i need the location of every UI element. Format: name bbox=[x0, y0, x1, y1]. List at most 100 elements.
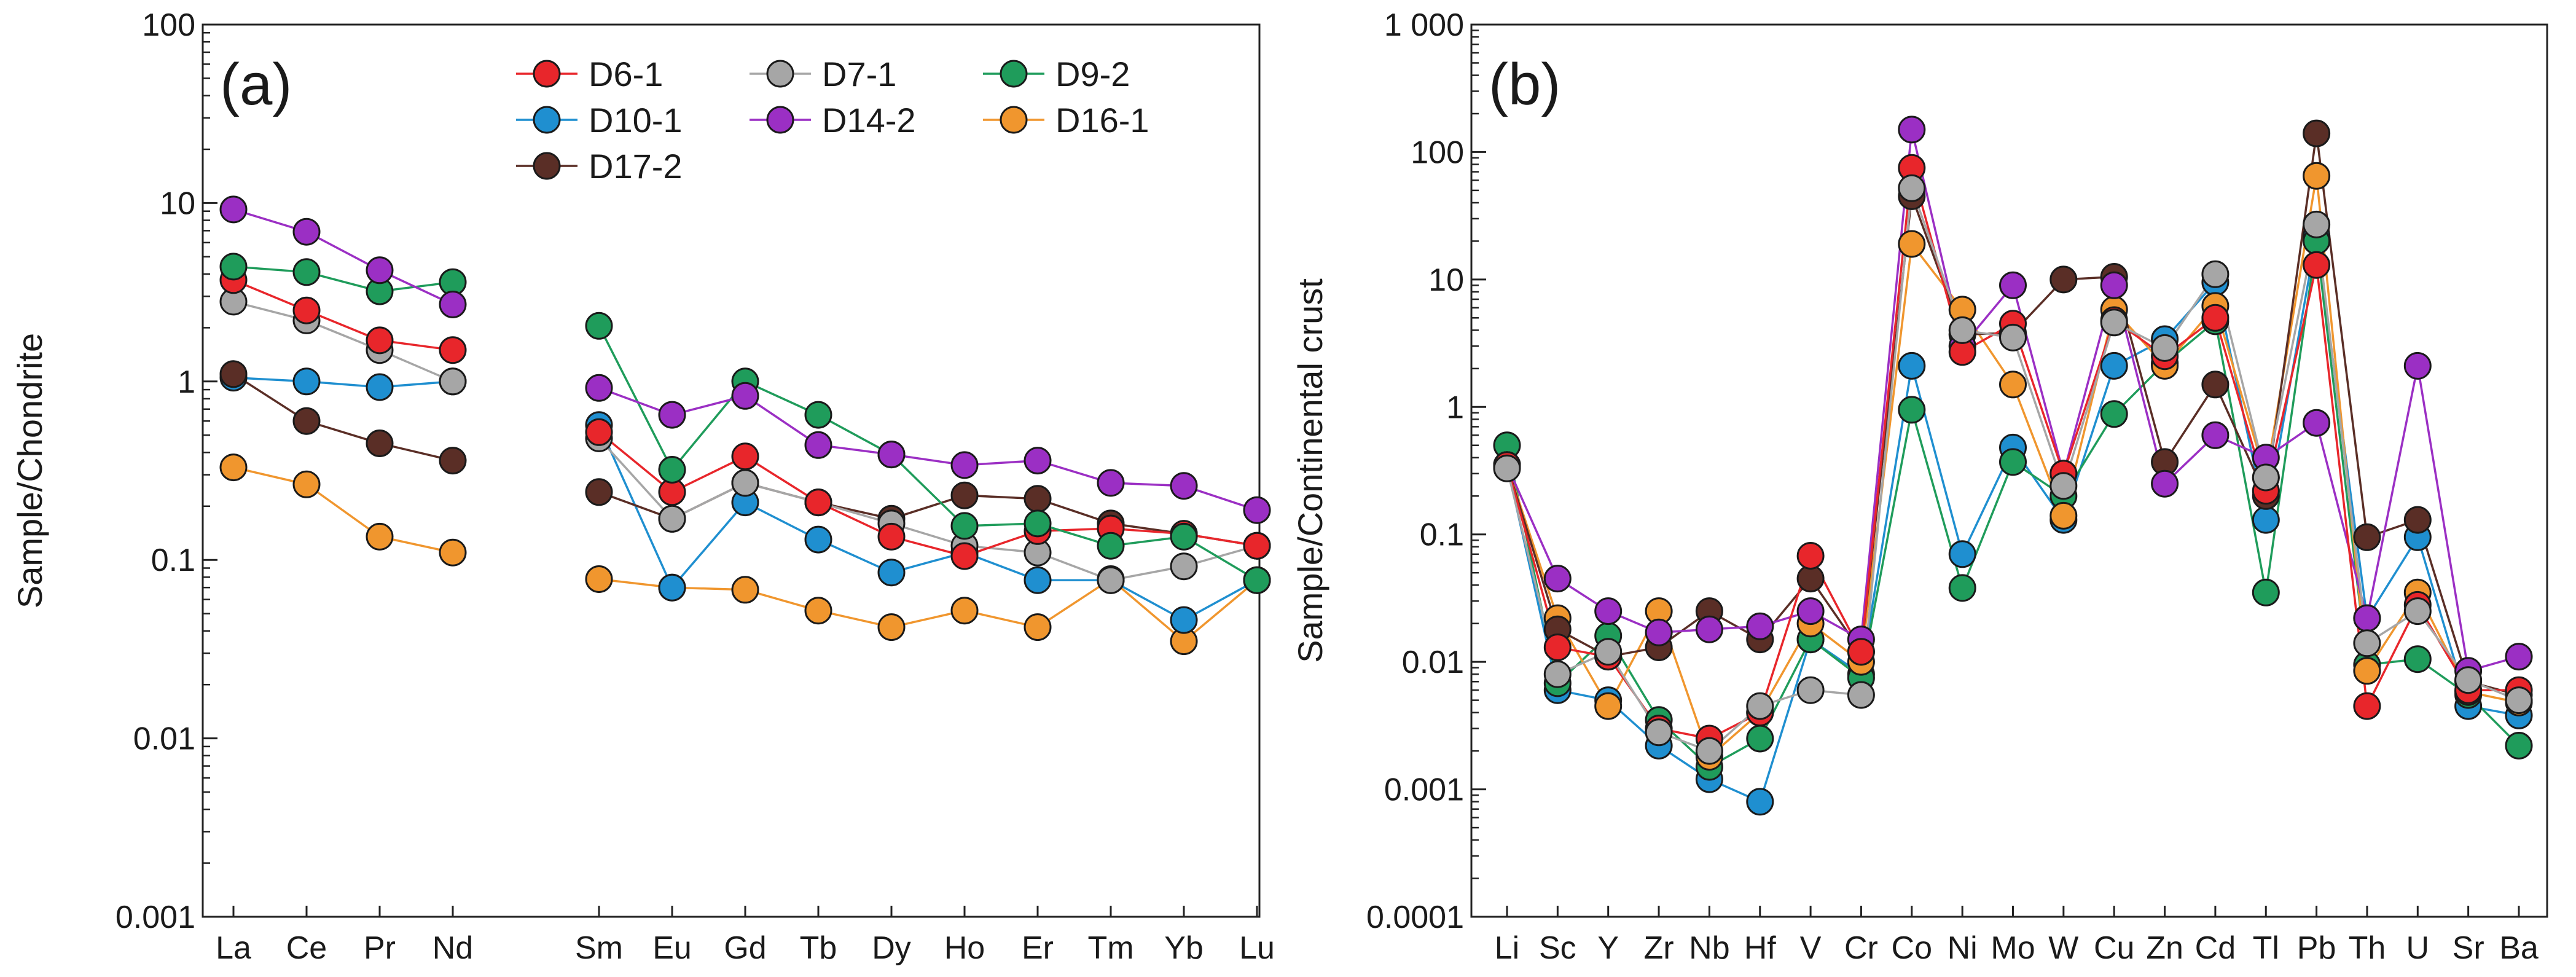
point-d7-1-th bbox=[2353, 629, 2381, 657]
point-d16-1-pr bbox=[366, 522, 394, 551]
point-d16-1-gd bbox=[731, 576, 759, 604]
point-d14-2-yb bbox=[1170, 472, 1198, 500]
point-d14-2-v bbox=[1796, 597, 1825, 626]
x-tick-label-v: V bbox=[1800, 930, 1822, 966]
x-tick-label-u: U bbox=[2406, 930, 2430, 966]
point-d14-2-eu bbox=[658, 401, 686, 429]
point-d16-1-nd bbox=[439, 538, 467, 567]
series-line-d6-1 bbox=[233, 279, 453, 351]
point-d10-1-pr bbox=[366, 373, 394, 401]
y-tick-label: 10 bbox=[160, 186, 195, 221]
point-d7-1-eu bbox=[658, 504, 686, 533]
series-line-d14-2 bbox=[1506, 129, 2519, 673]
point-d9-2-hf bbox=[1746, 724, 1774, 753]
point-d9-2-sm bbox=[585, 312, 613, 340]
point-d9-2-tm bbox=[1097, 532, 1125, 560]
x-tick-label-gd: Gd bbox=[724, 930, 766, 966]
x-tick-label-yb: Yb bbox=[1164, 930, 1204, 966]
x-tick-label-sc: Sc bbox=[1539, 930, 1576, 966]
point-d7-1-w bbox=[2049, 472, 2078, 500]
point-d7-1-mo bbox=[1999, 323, 2027, 351]
point-d6-1-th bbox=[2353, 692, 2381, 720]
x-tick-label-sr: Sr bbox=[2453, 930, 2484, 966]
x-tick-label-ba: Ba bbox=[2499, 930, 2539, 966]
point-d6-1-tb bbox=[804, 488, 832, 517]
x-tick-label-nb: Nb bbox=[1689, 930, 1729, 966]
point-d7-1-pb bbox=[2303, 210, 2331, 238]
point-d14-2-pr bbox=[366, 256, 394, 284]
point-d9-2-lu bbox=[1243, 566, 1271, 594]
point-d10-1-eu bbox=[658, 573, 686, 602]
point-d10-1-er bbox=[1024, 566, 1052, 594]
point-d9-2-ho bbox=[950, 512, 979, 540]
chart-panel-b: 0.0001 0.001 0.01 0.1 1 10 100 1 000 Li Sc Y Zr Nb Hf… bbox=[1291, 7, 2548, 966]
series-line-d9-2 bbox=[233, 265, 453, 292]
y-tick-label: 100 bbox=[1411, 135, 1464, 170]
point-d7-1-nb bbox=[1695, 737, 1723, 765]
point-d9-2-tb bbox=[804, 401, 832, 429]
point-d14-2-tb bbox=[804, 431, 832, 459]
point-d10-1-tl bbox=[2252, 506, 2280, 534]
series-markers-d7-1 bbox=[1493, 174, 2533, 765]
point-d9-2-eu bbox=[658, 456, 686, 484]
x-tick-label-ho: Ho bbox=[944, 930, 985, 966]
series-markers-d14-2 bbox=[219, 195, 1271, 524]
point-d14-2-sm bbox=[585, 374, 613, 402]
series-line-d7-1 bbox=[233, 300, 453, 383]
point-d16-1-w bbox=[2049, 501, 2078, 530]
series-d10-1 bbox=[233, 376, 1258, 622]
x-tick-label-pb: Pb bbox=[2297, 930, 2336, 966]
point-d7-1-li bbox=[1493, 454, 1521, 482]
point-d16-1-dy bbox=[877, 613, 906, 642]
point-d9-2-er bbox=[1024, 509, 1052, 538]
x-tick-label-la: La bbox=[216, 930, 251, 966]
y-tick-label: 1 000 bbox=[1384, 7, 1464, 43]
point-d14-2-u bbox=[2403, 351, 2432, 380]
y-tick-label: 10 bbox=[1428, 262, 1464, 298]
x-tick-label-cu: Cu bbox=[2094, 930, 2134, 966]
point-d17-2-pb bbox=[2303, 119, 2331, 147]
y-axis-label: Sample/Chondrite bbox=[10, 333, 49, 608]
point-d14-2-ho bbox=[950, 451, 979, 479]
y-axis-label: Sample/Continental crust bbox=[1291, 278, 1329, 663]
point-d6-1-ho bbox=[950, 542, 979, 570]
point-d6-1-nd bbox=[439, 336, 467, 364]
x-tick-label-ni: Ni bbox=[1948, 930, 1978, 966]
point-d17-2-th bbox=[2353, 523, 2381, 551]
point-d17-2-cd bbox=[2201, 371, 2230, 399]
x-tick-label-ce: Ce bbox=[286, 930, 327, 966]
point-d6-1-pb bbox=[2303, 251, 2331, 279]
point-d14-2-cu bbox=[2100, 271, 2128, 299]
legend-marker bbox=[533, 106, 561, 134]
point-d9-2-la bbox=[219, 253, 248, 281]
point-d17-2-la bbox=[219, 360, 248, 388]
point-d7-1-ba bbox=[2505, 686, 2533, 715]
x-tick-label-lu: Lu bbox=[1239, 930, 1275, 966]
point-d14-2-nd bbox=[439, 291, 467, 318]
legend-item-d14-2: D14-2 bbox=[750, 101, 916, 139]
chart-panel-a: 0.001 0.01 0.1 1 10 100 La Ce Pr Nd Sm Eu Gd Tb Dy Ho Er… bbox=[10, 7, 1275, 966]
series-line-d14-2 bbox=[233, 208, 453, 306]
point-d6-1-v bbox=[1796, 542, 1825, 570]
y-tick-label: 1 bbox=[178, 364, 195, 400]
point-d6-1-cr bbox=[1847, 638, 1875, 666]
point-d14-2-lu bbox=[1243, 496, 1271, 524]
point-d17-2-ho bbox=[950, 481, 979, 509]
point-d9-2-tl bbox=[2252, 578, 2280, 606]
point-d7-1-cu bbox=[2100, 308, 2128, 337]
point-d7-1-sr bbox=[2454, 666, 2483, 694]
point-d7-1-co bbox=[1898, 174, 1926, 202]
point-d9-2-cu bbox=[2100, 400, 2128, 428]
legend-label: D6-1 bbox=[589, 55, 663, 93]
point-d14-2-hf bbox=[1746, 612, 1774, 640]
point-d7-1-y bbox=[1594, 638, 1623, 666]
point-d6-1-pr bbox=[366, 326, 394, 355]
point-d16-1-tb bbox=[804, 597, 832, 625]
legend: D6-1 D7-1 D9-2 D10-1 D14-2 D16-1 D17-2 bbox=[516, 55, 1149, 186]
legend-label: D7-1 bbox=[822, 55, 896, 93]
series-line-d14-2 bbox=[598, 386, 1258, 511]
point-d9-2-u bbox=[2403, 645, 2432, 673]
point-d17-2-pr bbox=[366, 430, 394, 457]
